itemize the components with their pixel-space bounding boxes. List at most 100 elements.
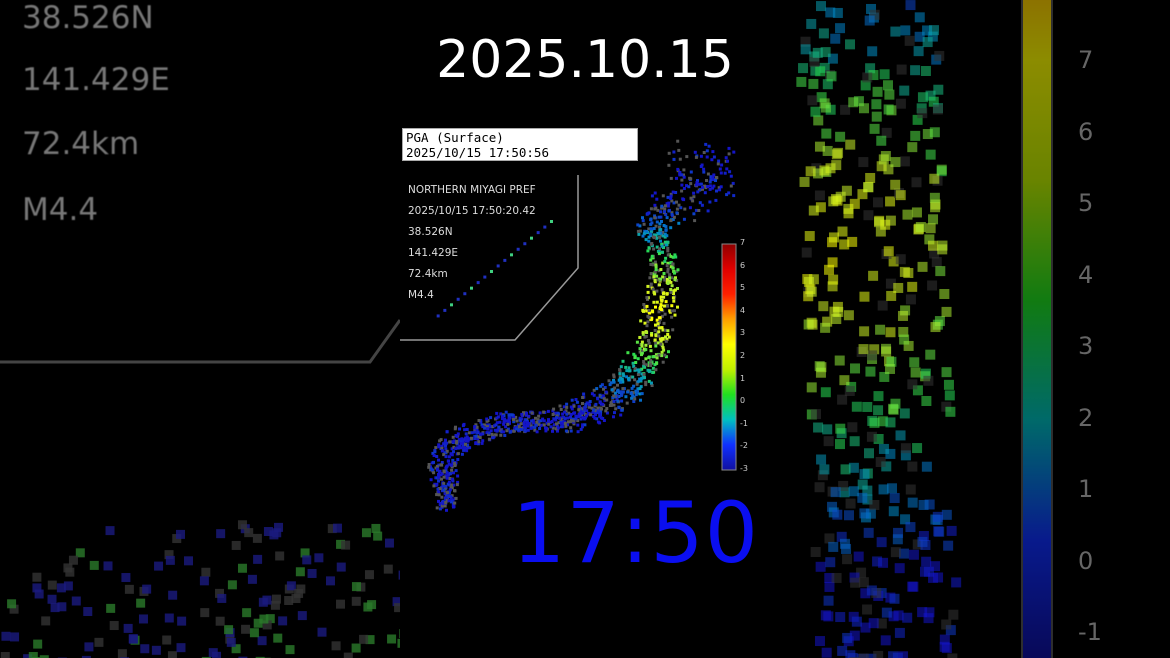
station-dot (732, 194, 736, 198)
station-dot (657, 334, 661, 338)
station-dot (708, 187, 712, 191)
station-dot (648, 344, 652, 348)
station-dot (473, 437, 477, 440)
station-dot (693, 150, 697, 154)
station-dot (445, 430, 449, 434)
station-dot (659, 303, 663, 307)
station-dot (667, 163, 671, 167)
station-dot (578, 407, 582, 411)
station-dot (633, 356, 637, 360)
station-dot (665, 202, 669, 206)
station-dot (667, 151, 671, 155)
station-dot (711, 150, 715, 154)
station-dot (650, 194, 654, 198)
station-dot (620, 393, 623, 397)
station-dot (459, 439, 463, 443)
station-dot (479, 420, 483, 424)
colorbar-tick: -1 (740, 418, 748, 428)
station-dot (644, 238, 648, 242)
station-dot (454, 447, 458, 450)
station-dot (612, 380, 616, 384)
station-dot (663, 210, 666, 214)
station-dot (563, 421, 567, 425)
station-dot (660, 244, 664, 248)
station-dot (544, 429, 548, 433)
station-dot (432, 471, 436, 475)
station-dot (649, 258, 653, 262)
station-dot (646, 298, 649, 301)
station-dot (636, 373, 640, 376)
station-dot (566, 416, 570, 420)
station-dot (639, 398, 642, 402)
station-dot (659, 215, 663, 219)
station-dot (655, 289, 659, 293)
station-dot (462, 448, 466, 452)
station-dot (535, 420, 539, 424)
colorbar-tick: 3 (740, 328, 746, 338)
station-dot (649, 272, 653, 276)
station-dot (731, 181, 735, 185)
station-dot (440, 500, 444, 504)
station-dot (435, 506, 439, 510)
station-dot (669, 226, 673, 230)
station-dot (487, 431, 491, 435)
station-dot (614, 407, 618, 411)
station-dot (655, 197, 659, 201)
station-dot (613, 411, 616, 415)
station-dot (638, 368, 642, 372)
station-dot (715, 189, 718, 193)
station-dot (625, 401, 629, 405)
station-dot (461, 444, 465, 448)
station-dot (566, 423, 570, 427)
station-dot (555, 416, 558, 420)
station-dot (621, 372, 625, 376)
bg-colorbar-tick: 6 (1078, 117, 1094, 146)
date-title: 2025.10.15 (436, 30, 734, 90)
station-dot (631, 394, 635, 398)
station-dot (717, 159, 721, 163)
station-dot (468, 446, 472, 450)
station-dot (641, 219, 645, 223)
station-dot (626, 351, 630, 355)
station-dot (644, 357, 648, 361)
station-dot (659, 231, 663, 235)
station-dot (704, 186, 708, 190)
station-dot (682, 175, 686, 179)
station-dot (625, 375, 629, 379)
event-latitude: 38.526N (408, 226, 453, 238)
station-dot (656, 324, 660, 328)
station-dot (470, 431, 474, 435)
station-dot (725, 193, 729, 197)
station-dot (666, 253, 670, 257)
station-dot (588, 403, 591, 407)
station-dot (454, 434, 458, 437)
station-dot (649, 263, 653, 266)
station-dot (666, 329, 670, 333)
station-dot (595, 417, 599, 421)
station-dot (672, 201, 676, 205)
station-dot (446, 482, 450, 486)
station-dot (671, 190, 675, 194)
station-dot (444, 496, 448, 499)
station-dot (716, 162, 720, 166)
station-dot (479, 432, 483, 436)
station-dot (530, 411, 534, 415)
station-dot (444, 501, 448, 504)
station-dot (672, 157, 676, 161)
station-dot (681, 197, 685, 201)
station-dot (612, 394, 616, 398)
station-dot (666, 282, 670, 285)
station-dot (585, 409, 589, 413)
station-dot (676, 305, 679, 309)
station-dot (661, 337, 665, 341)
station-dot (665, 264, 669, 267)
station-dot (659, 342, 663, 346)
station-dot (450, 478, 454, 481)
station-dot (512, 420, 516, 424)
bg-magnitude: M4.4 (22, 192, 99, 228)
station-dot (451, 462, 455, 465)
colorbar-tick: 2 (740, 351, 746, 360)
station-dot (437, 499, 440, 503)
station-dot (656, 322, 660, 326)
station-dot (440, 449, 444, 453)
